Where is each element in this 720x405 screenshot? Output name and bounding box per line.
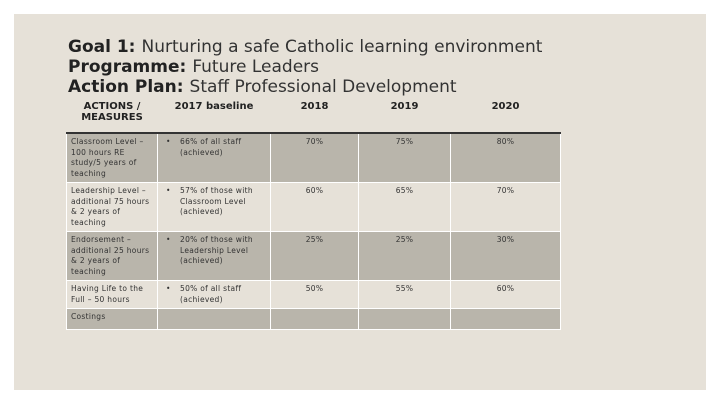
programme-label: Programme: [68, 57, 187, 77]
table-row: Having Life to the Full – 50 hours50% of… [66, 280, 561, 309]
table-cell: 20% of those with Leadership Level (achi… [157, 231, 271, 281]
plan-table: ACTIONS / MEASURES 2017 baseline 2018 2019 2… [66, 97, 561, 330]
empty-cell [157, 308, 271, 330]
table-cell: 60% [270, 182, 359, 232]
column-header: 2019 [358, 97, 451, 134]
table-cell: Classroom Level – 100 hours RE study/5 y… [66, 132, 158, 183]
table-cell: 55% [358, 280, 451, 309]
table-cell: 60% [450, 280, 561, 309]
programme: Future Leaders [192, 57, 319, 77]
costings-row: Costings [66, 308, 561, 330]
empty-cell [450, 308, 561, 330]
goal: Nurturing a safe Catholic learning envir… [141, 37, 543, 57]
table-cell: 65% [358, 182, 451, 232]
table-cell: 70% [270, 132, 359, 183]
table-cell: 50% of all staff (achieved) [157, 280, 271, 309]
table-cell: 30% [450, 231, 561, 281]
empty-cell [358, 308, 451, 330]
goal-label: Goal 1: [68, 37, 136, 57]
table-cell: 25% [358, 231, 451, 281]
table-cell: 80% [450, 132, 561, 183]
empty-cell [270, 308, 359, 330]
table-cell: 66% of all staff (achieved) [157, 132, 271, 183]
plan-line: Action Plan: Staff Professional Developme… [68, 77, 457, 97]
table-cell: 70% [450, 182, 561, 232]
table-cell: 25% [270, 231, 359, 281]
goal-line: Goal 1: Nurturing a safe Catholic learnin… [68, 37, 542, 57]
column-header: 2018 [270, 97, 359, 134]
table-row: Leadership Level – additional 75 hours &… [66, 182, 561, 232]
slide: Goal 1: Nurturing a safe Catholic learnin… [14, 14, 706, 390]
programme-line: Programme: Future Leaders [68, 57, 319, 77]
column-header: ACTIONS / MEASURES [66, 97, 158, 134]
plan-label: Action Plan: [68, 77, 184, 97]
column-header: 2017 baseline [157, 97, 271, 134]
table-cell: 57% of those with Classroom Level (achie… [157, 182, 271, 232]
table-cell: Costings [66, 308, 158, 330]
table-cell: Endorsement – additional 25 hours & 2 ye… [66, 231, 158, 281]
plan: Staff Professional Development [189, 77, 457, 97]
table-cell: Having Life to the Full – 50 hours [66, 280, 158, 309]
table-cell: 75% [358, 132, 451, 183]
header-row: ACTIONS / MEASURES 2017 baseline 2018 2019 2… [66, 97, 561, 134]
table-cell: Leadership Level – additional 75 hours &… [66, 182, 158, 232]
table-row: Classroom Level – 100 hours RE study/5 y… [66, 132, 561, 183]
table-cell: 50% [270, 280, 359, 309]
table-row: Endorsement – additional 25 hours & 2 ye… [66, 231, 561, 281]
column-header: 2020 [450, 97, 561, 134]
